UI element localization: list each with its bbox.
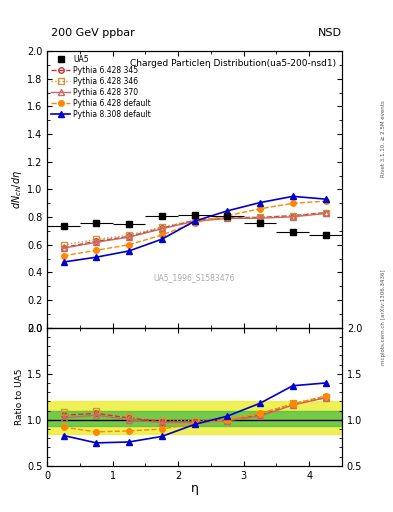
X-axis label: η: η — [191, 482, 198, 495]
Text: UA5_1996_S1583476: UA5_1996_S1583476 — [154, 273, 235, 283]
Text: NSD: NSD — [318, 28, 342, 38]
Text: 200 GeV ppbar: 200 GeV ppbar — [51, 28, 135, 38]
Y-axis label: $dN_{ch}/d\eta$: $dN_{ch}/d\eta$ — [10, 170, 24, 209]
Bar — [47, 401, 342, 434]
Text: Rivet 3.1.10, ≥ 2.5M events: Rivet 3.1.10, ≥ 2.5M events — [381, 100, 386, 177]
Text: Charged Particleη Distribution(ua5-200-nsd1): Charged Particleη Distribution(ua5-200-n… — [130, 59, 336, 69]
Text: mcplots.cern.ch [arXiv:1306.3436]: mcplots.cern.ch [arXiv:1306.3436] — [381, 270, 386, 365]
Legend: UA5, Pythia 6.428 345, Pythia 6.428 346, Pythia 6.428 370, Pythia 6.428 default,: UA5, Pythia 6.428 345, Pythia 6.428 346,… — [50, 53, 152, 120]
Y-axis label: Ratio to UA5: Ratio to UA5 — [15, 369, 24, 425]
Bar — [47, 411, 342, 426]
